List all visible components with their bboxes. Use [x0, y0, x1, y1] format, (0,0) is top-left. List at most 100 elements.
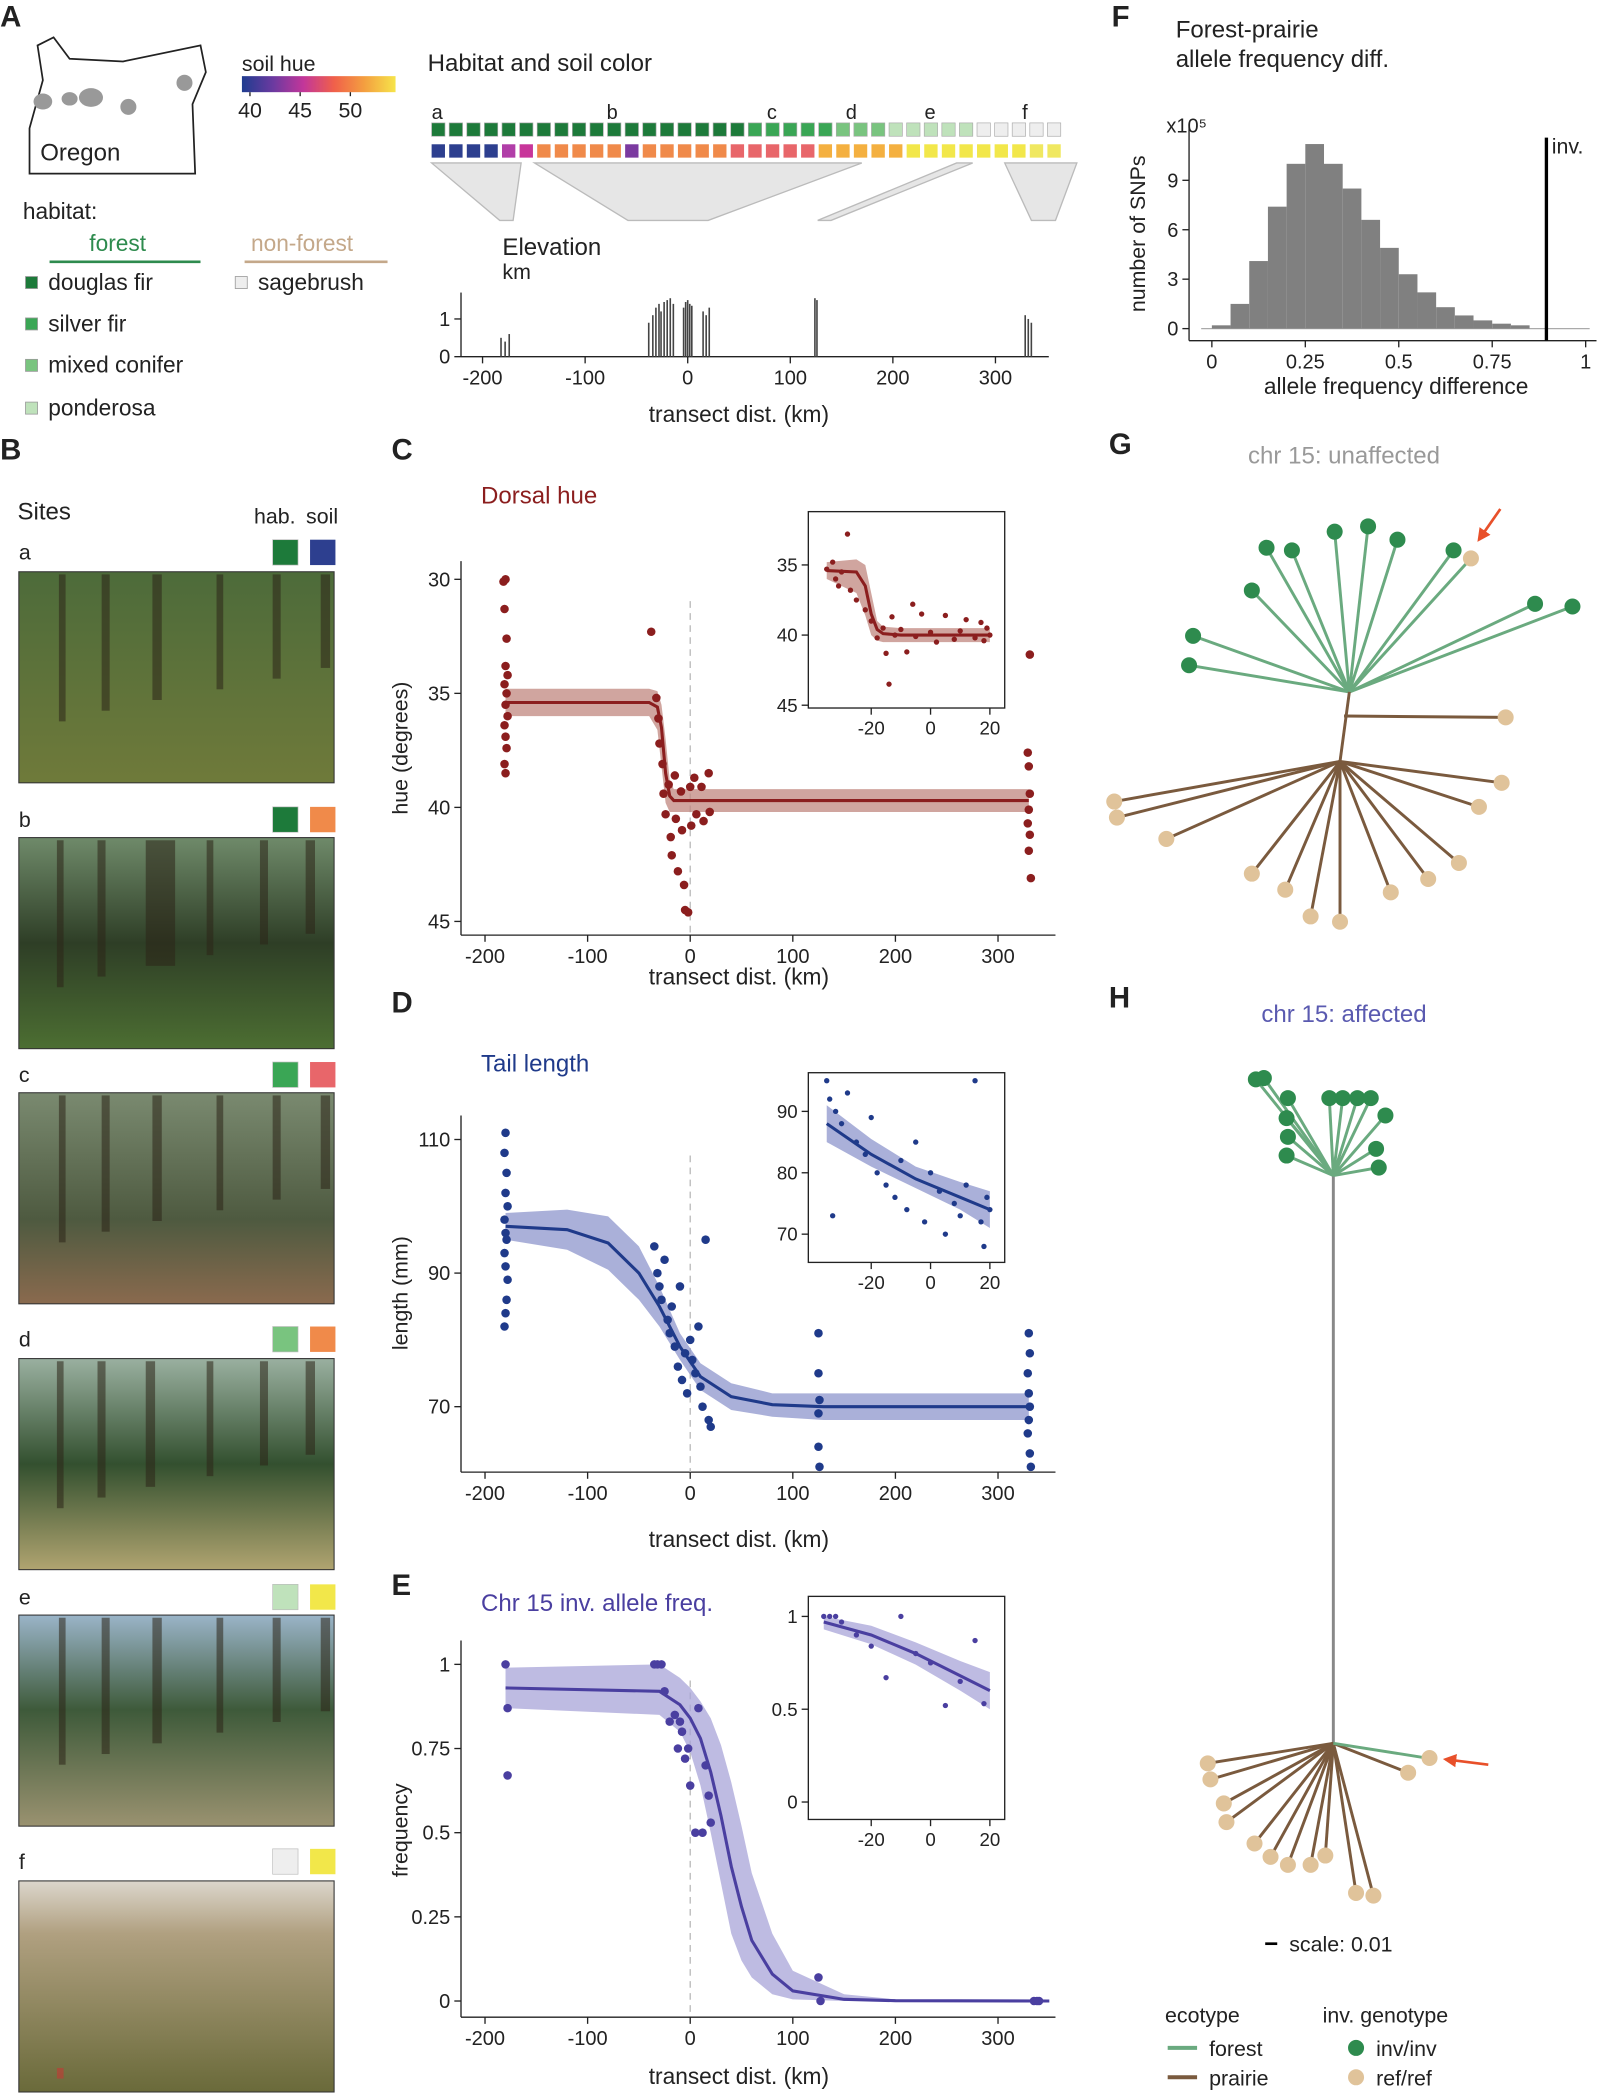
- y-tick-label: 9: [1167, 170, 1178, 192]
- data-point: [1025, 789, 1035, 798]
- data-point: [687, 1355, 697, 1365]
- data-point: [673, 866, 683, 876]
- data-point: [698, 1828, 707, 1837]
- strip-link: [429, 162, 522, 222]
- data-point: [832, 576, 839, 582]
- habitat-square: [888, 122, 903, 137]
- panel-label: C: [392, 434, 413, 467]
- tree-trunk: [56, 840, 64, 988]
- data-point: [665, 1328, 674, 1338]
- tree-trunk: [152, 574, 162, 700]
- x-axis-label: transect dist. (km): [649, 1526, 829, 1552]
- data-point: [904, 649, 910, 655]
- data-point: [501, 768, 510, 778]
- data-point: [815, 1462, 824, 1472]
- y-tick-label: 45: [428, 911, 450, 933]
- histogram-bar: [1267, 206, 1287, 329]
- x-tick-label: 0: [925, 718, 935, 739]
- habitat-swatch: [25, 317, 38, 331]
- data-point: [981, 638, 987, 644]
- data-point: [883, 1674, 889, 1681]
- strip-link: [532, 162, 863, 222]
- data-point: [1023, 748, 1033, 757]
- tree-tip: [1158, 830, 1175, 847]
- data-point: [984, 1194, 990, 1201]
- data-point: [503, 670, 512, 680]
- data-point: [664, 780, 673, 789]
- legend-dot: [1348, 2069, 1365, 2086]
- histogram-bar: [1417, 292, 1437, 329]
- data-point: [1024, 1328, 1034, 1338]
- soil-square: [660, 144, 674, 158]
- habitat-square: [800, 122, 815, 137]
- tree-branch: [1285, 1117, 1335, 1177]
- tree-branch: [1348, 557, 1473, 693]
- data-point: [673, 1362, 683, 1371]
- tree-trunk: [320, 574, 331, 668]
- data-point: [951, 1200, 957, 1207]
- tree-tip: [1370, 1159, 1387, 1176]
- tree-branch: [1333, 1741, 1428, 1760]
- data-point: [503, 1771, 512, 1780]
- y-tick-label: 45: [777, 695, 798, 716]
- tree-branch: [1339, 760, 1460, 865]
- tree-branch: [1331, 1097, 1345, 1176]
- site-photo: [18, 571, 335, 784]
- tree-tip: [1389, 531, 1406, 548]
- tree-branch: [1113, 760, 1341, 803]
- habitat-square: [976, 122, 991, 137]
- chart-title: Tail length: [481, 1050, 589, 1077]
- tree-tip: [1450, 854, 1467, 871]
- tree-trunk: [272, 1095, 281, 1200]
- histogram-bar: [1230, 303, 1250, 329]
- data-point: [500, 604, 509, 614]
- data-point: [838, 569, 845, 575]
- tree-tip: [1108, 809, 1125, 826]
- data-point: [951, 636, 957, 642]
- hab-swatch: [272, 1326, 299, 1353]
- data-point: [1026, 873, 1036, 883]
- soil-square: [466, 144, 481, 158]
- habitat-swatch: [234, 276, 248, 289]
- arrow: [1442, 1754, 1489, 1768]
- map-label: Oregon: [40, 139, 120, 166]
- hab-swatch: [272, 1061, 299, 1088]
- chart-title: Elevation: [502, 234, 601, 261]
- tree-trunk: [305, 1361, 315, 1455]
- soil-square: [924, 144, 938, 158]
- x-tick-label: 200: [876, 368, 909, 390]
- y-tick-label: 3: [1167, 269, 1178, 291]
- tree-tip: [1348, 1884, 1365, 1901]
- habitat-square: [765, 122, 780, 137]
- data-point: [699, 816, 708, 826]
- habitat-square: [589, 122, 604, 137]
- habitat-square: [906, 122, 921, 137]
- tree-branch: [1286, 1154, 1334, 1177]
- tree-tip: [1445, 542, 1462, 559]
- data-point: [500, 1248, 509, 1258]
- tree-trunk: [216, 1095, 224, 1211]
- tree-title: chr 15: affected: [1261, 1001, 1426, 1028]
- soil-square: [906, 144, 921, 158]
- data-point: [685, 782, 695, 792]
- data-point: [696, 1382, 705, 1391]
- y-tick-label: 70: [428, 1397, 450, 1419]
- x-tick-label: -100: [568, 1483, 608, 1505]
- data-point: [829, 559, 836, 565]
- data-point: [832, 1613, 839, 1620]
- data-point: [829, 1213, 836, 1219]
- data-point: [814, 1409, 823, 1418]
- tree-tip: [1321, 1090, 1338, 1107]
- site-letter: e: [19, 1585, 31, 1609]
- data-point: [987, 1206, 993, 1213]
- y-tick-label: 110: [418, 1130, 450, 1152]
- data-point: [1034, 1996, 1044, 2006]
- data-point: [694, 1322, 703, 1331]
- histogram-bar: [1436, 307, 1455, 329]
- data-point: [691, 1828, 700, 1837]
- y-tick-label: 90: [777, 1101, 798, 1122]
- data-point: [676, 787, 686, 796]
- hab-swatch: [272, 806, 299, 833]
- soil-square: [941, 144, 956, 158]
